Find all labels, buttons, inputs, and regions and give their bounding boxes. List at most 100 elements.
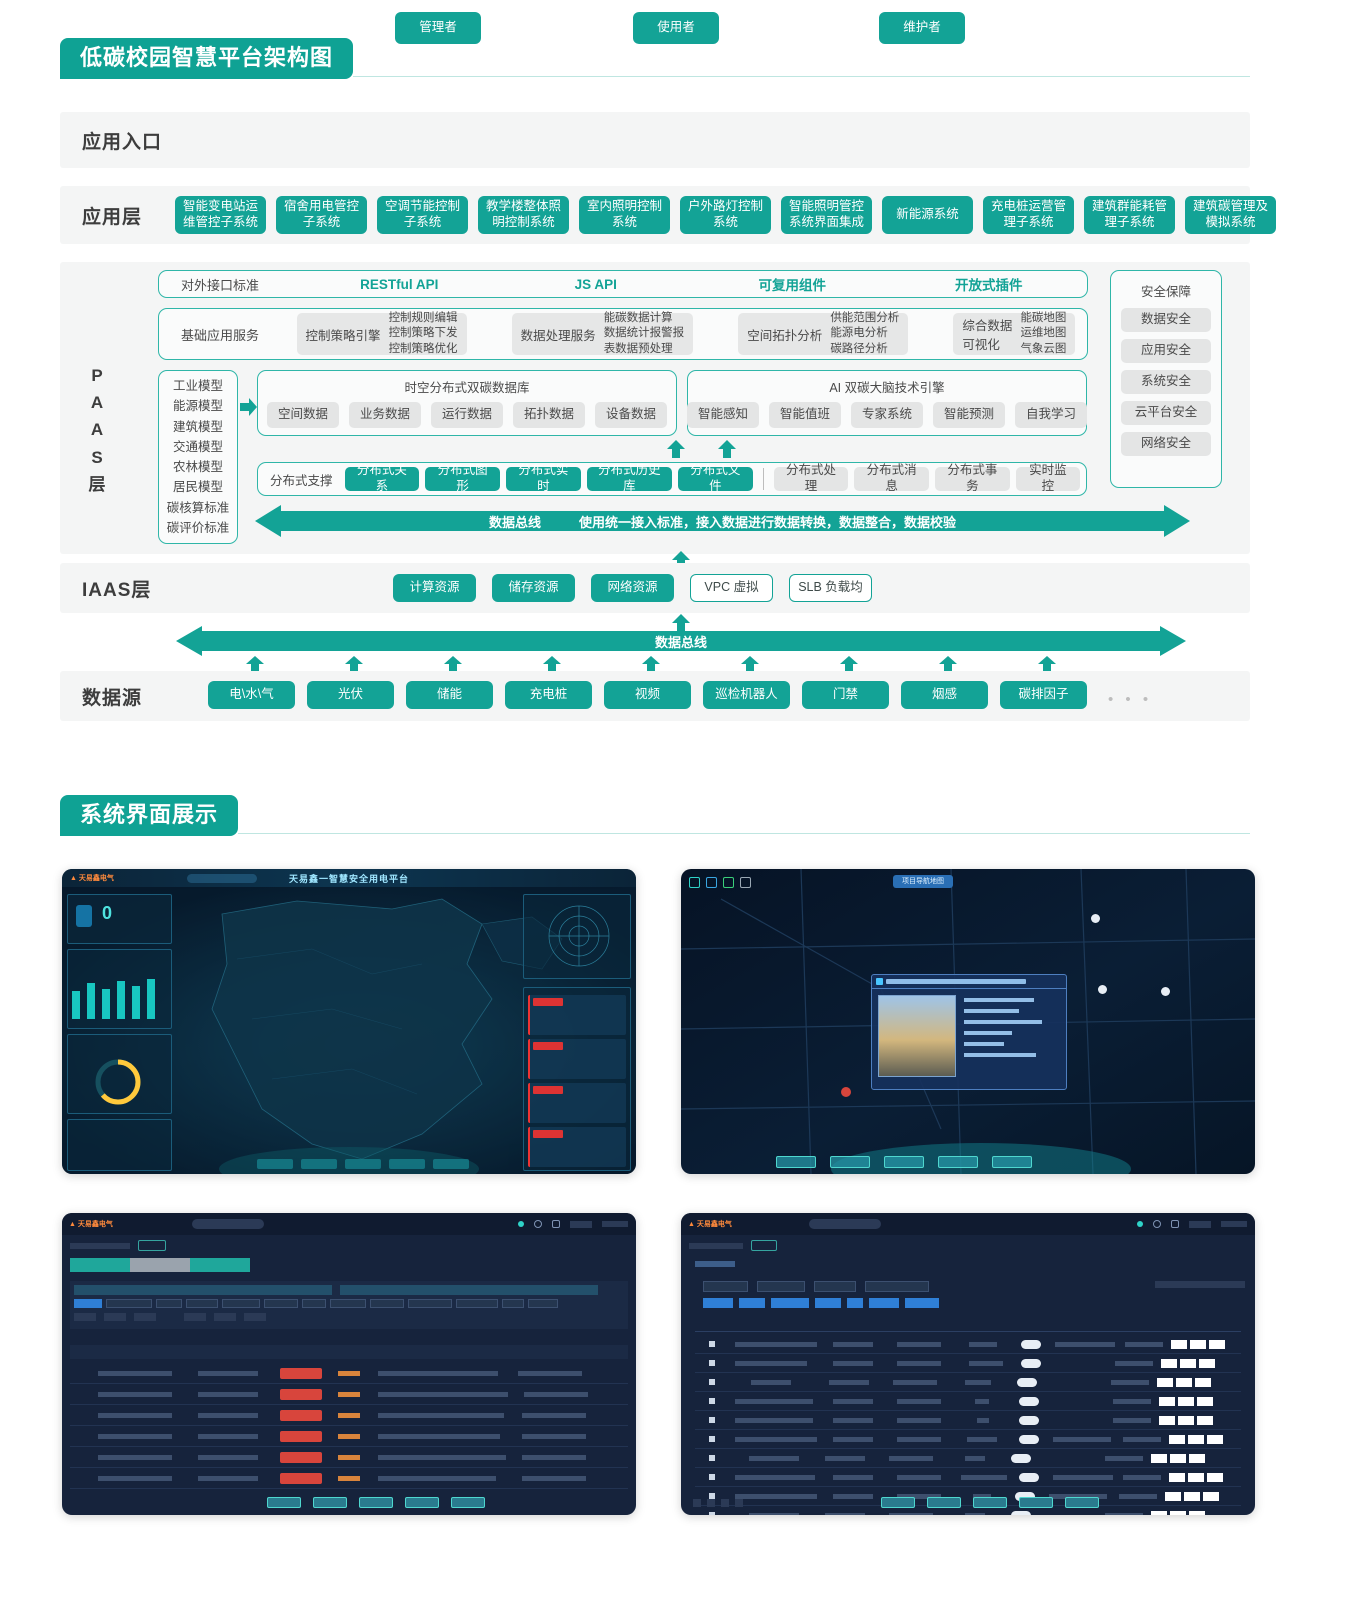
model-item-energy: 能源模型 bbox=[172, 399, 223, 414]
ai-item-perception[interactable]: 智能感知 bbox=[687, 402, 759, 428]
service-spatial-topology[interactable]: 空间拓扑分析 供能范围分析 能源电分析 碳路径分析 bbox=[738, 312, 909, 355]
entry-role-maintainer[interactable]: 维护者 bbox=[879, 12, 965, 44]
app-item-charging-pile[interactable]: 充电桩运营管理子系统 bbox=[983, 196, 1074, 234]
paas-layer-label: P A A S 层 bbox=[88, 366, 106, 494]
application-entry-band: 应用入口 bbox=[60, 112, 1250, 168]
security-item-cloud[interactable]: 云平台安全 bbox=[1121, 401, 1211, 425]
iaas-item-storage[interactable]: 储存资源 bbox=[492, 574, 575, 602]
db-item-spatial[interactable]: 空间数据 bbox=[267, 402, 339, 428]
ai-item-expert[interactable]: 专家系统 bbox=[851, 402, 923, 428]
app-item-smart-lighting-ui[interactable]: 智能照明管控系统界面集成 bbox=[781, 196, 872, 234]
api-open-plugin[interactable]: 开放式插件 bbox=[955, 278, 1023, 293]
db-item-device[interactable]: 设备数据 bbox=[595, 402, 667, 428]
db-item-topology[interactable]: 拓扑数据 bbox=[513, 402, 585, 428]
model-item-resident: 居民模型 bbox=[172, 480, 223, 495]
model-item-carbon-accounting: 碳核算标准 bbox=[166, 500, 230, 515]
ai-engine-title: AI 双碳大脑技术引擎 bbox=[829, 381, 945, 395]
ds-item-utilities[interactable]: 电\水\气 bbox=[208, 681, 295, 709]
ai-engine-items: 智能感知 智能值班 专家系统 智能预测 自我学习 bbox=[687, 402, 1087, 428]
ds-item-smoke-sensor[interactable]: 烟感 bbox=[901, 681, 988, 709]
service-integrated-visualization[interactable]: 综合数据 可视化 能碳地图 运维地图 气象云图 bbox=[953, 312, 1076, 355]
db-item-business[interactable]: 业务数据 bbox=[349, 402, 421, 428]
screenshot-alarm-table[interactable]: ▲ 天易鑫电气 bbox=[62, 1213, 636, 1515]
entry-role-user[interactable]: 使用者 bbox=[633, 12, 719, 44]
app-item-ac-saving[interactable]: 空调节能控制子系统 bbox=[377, 196, 468, 234]
dist-item-monitoring[interactable]: 实时监控 bbox=[1015, 463, 1080, 493]
app-item-street-lighting[interactable]: 户外路灯控制系统 bbox=[680, 196, 771, 234]
arrow-up-icon bbox=[840, 656, 858, 672]
app-item-dorm-power[interactable]: 宿舍用电管控子系统 bbox=[276, 196, 367, 234]
screenshot-gis-popup[interactable]: 项目导航地图 bbox=[681, 869, 1255, 1174]
model-item-agriculture: 农林模型 bbox=[172, 460, 223, 474]
ds-item-access-control[interactable]: 门禁 bbox=[802, 681, 889, 709]
api-restful[interactable]: RESTful API bbox=[360, 276, 439, 292]
data-source-more-dots: • • • bbox=[1108, 691, 1153, 708]
model-standard-box: 工业模型 能源模型 建筑模型 交通模型 农林模型 居民模型 碳核算标准 碳评价标… bbox=[158, 370, 238, 544]
iaas-layer-items: 计算资源 储存资源 网络资源 VPC 虚拟 SLB 负载均 bbox=[393, 574, 872, 602]
arrow-up-icon bbox=[672, 551, 690, 569]
security-item-data[interactable]: 数据安全 bbox=[1121, 308, 1211, 332]
security-item-network[interactable]: 网络安全 bbox=[1121, 432, 1211, 456]
arrow-up-icon bbox=[1038, 656, 1056, 672]
ds-item-video[interactable]: 视频 bbox=[604, 681, 691, 709]
security-item-application[interactable]: 应用安全 bbox=[1121, 339, 1211, 363]
divider bbox=[762, 468, 764, 490]
db-item-runtime[interactable]: 运行数据 bbox=[431, 402, 503, 428]
security-box: 安全保障 数据安全 应用安全 系统安全 云平台安全 网络安全 bbox=[1110, 270, 1222, 488]
dist-item-processing[interactable]: 分布式处理 bbox=[773, 463, 849, 493]
dist-item-graph[interactable]: 分布式图形 bbox=[425, 463, 500, 493]
app-item-building-energy[interactable]: 建筑群能耗管理子系统 bbox=[1084, 196, 1175, 234]
dist-item-file[interactable]: 分布式文件 bbox=[678, 463, 753, 493]
data-source-label: 数据源 bbox=[82, 687, 143, 709]
dist-item-realtime[interactable]: 分布式实时 bbox=[505, 463, 581, 493]
ai-item-forecast[interactable]: 智能预测 bbox=[933, 402, 1005, 428]
main-bus-name: 数据总线 bbox=[654, 634, 707, 650]
app-item-indoor-lighting[interactable]: 室内照明控制系统 bbox=[579, 196, 670, 234]
iaas-item-network[interactable]: 网络资源 bbox=[591, 574, 674, 602]
app-item-new-energy[interactable]: 新能源系统 bbox=[882, 196, 973, 234]
section-title-system-ui: 系统界面展示 bbox=[60, 795, 239, 836]
app-item-classroom-lighting[interactable]: 教学楼整体照明控制系统 bbox=[478, 196, 569, 234]
screenshot-ledger-table[interactable]: ▲ 天易鑫电气 bbox=[681, 1213, 1255, 1515]
app-item-building-carbon[interactable]: 建筑碳管理及模拟系统 bbox=[1185, 196, 1276, 234]
dist-item-message[interactable]: 分布式消息 bbox=[854, 463, 930, 493]
service-items: 能碳数据计算 数据统计报警报 表数据预处理 bbox=[603, 311, 685, 355]
section-title-architecture: 低碳校园智慧平台架构图 bbox=[60, 38, 354, 79]
arrow-up-icon bbox=[642, 656, 660, 672]
carbon-database-title: 时空分布式双碳数据库 bbox=[404, 381, 530, 395]
base-service-label: 基础应用服务 bbox=[181, 327, 260, 343]
iaas-item-vpc[interactable]: VPC 虚拟 bbox=[690, 574, 773, 602]
service-control-strategy-engine[interactable]: 控制策略引擎 控制规则编辑 控制策略下发 控制策略优化 bbox=[296, 312, 467, 355]
ai-item-duty[interactable]: 智能值班 bbox=[769, 402, 841, 428]
base-service-box: 基础应用服务 控制策略引擎 控制规则编辑 控制策略下发 控制策略优化 数据处理服… bbox=[158, 308, 1088, 360]
api-js[interactable]: JS API bbox=[574, 276, 617, 292]
ds-item-carbon-factor[interactable]: 碳排因子 bbox=[1000, 681, 1087, 709]
api-reusable-component[interactable]: 可复用组件 bbox=[758, 278, 827, 293]
dist-item-transaction[interactable]: 分布式事务 bbox=[935, 463, 1010, 493]
arrow-up-icon bbox=[543, 656, 561, 672]
entry-role-admin[interactable]: 管理者 bbox=[395, 12, 481, 44]
ds-item-photovoltaic[interactable]: 光伏 bbox=[307, 681, 394, 709]
dist-item-history[interactable]: 分布式历史库 bbox=[586, 463, 672, 493]
ds-item-charging-pile[interactable]: 充电桩 bbox=[505, 681, 592, 709]
iaas-item-slb[interactable]: SLB 负载均 bbox=[789, 574, 872, 602]
service-name: 空间拓扑分析 bbox=[747, 328, 823, 343]
arrow-up-icon bbox=[246, 656, 264, 672]
ds-item-inspection-robot[interactable]: 巡检机器人 bbox=[703, 681, 790, 709]
screenshot-map-label: 项目导航地图 bbox=[893, 875, 953, 888]
arrow-up-icon bbox=[741, 656, 759, 672]
app-item-substation[interactable]: 智能变电站运维管控子系统 bbox=[175, 196, 266, 234]
ds-item-storage[interactable]: 储能 bbox=[406, 681, 493, 709]
screenshot-map-dashboard[interactable]: ▲ 天易鑫电气 天易鑫一智慧安全用电平台 0 bbox=[62, 869, 636, 1174]
carbon-database-box: 时空分布式双碳数据库 空间数据 业务数据 运行数据 拓扑数据 设备数据 bbox=[257, 370, 677, 436]
iaas-item-compute[interactable]: 计算资源 bbox=[393, 574, 476, 602]
service-data-processing[interactable]: 数据处理服务 能碳数据计算 数据统计报警报 表数据预处理 bbox=[511, 311, 694, 355]
dist-item-relational[interactable]: 分布式关系 bbox=[344, 463, 420, 493]
ai-item-self-learning[interactable]: 自我学习 bbox=[1015, 402, 1087, 428]
screenshot-title: 天易鑫一智慧安全用电平台 bbox=[288, 874, 409, 884]
bidirectional-arrow-icon bbox=[176, 626, 1186, 656]
distributed-support-box: 分布式支撑 分布式关系 分布式图形 分布式实时 分布式历史库 分布式文件 分布式… bbox=[257, 462, 1087, 496]
arrow-up-icon bbox=[939, 656, 957, 672]
security-item-system[interactable]: 系统安全 bbox=[1121, 370, 1211, 394]
section-header-architecture: 低碳校园智慧平台架构图 bbox=[60, 38, 1250, 79]
